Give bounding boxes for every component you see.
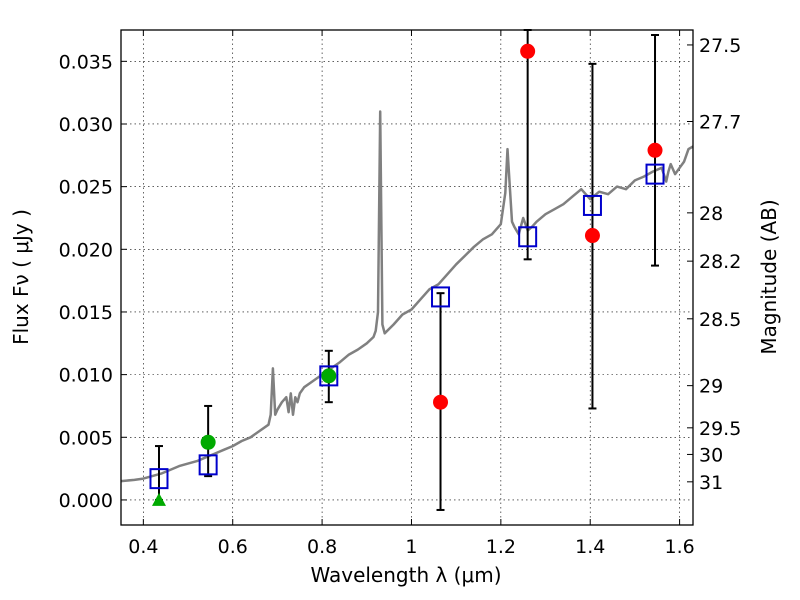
- right-tick-label: 29: [699, 376, 723, 398]
- x-tick-label: 1.4: [575, 536, 605, 558]
- x-tick-label: 0.8: [307, 536, 337, 558]
- spectrum-line: [120, 110, 694, 483]
- y-tick-label: 0.020: [59, 239, 113, 261]
- right-tick-label: 27.5: [699, 35, 741, 57]
- y-tick-label: 0.030: [59, 114, 113, 136]
- right-tick-label: 31: [699, 472, 723, 494]
- x-axis-label: Wavelength λ (μm): [310, 563, 501, 587]
- spectrum-layer: [120, 110, 694, 483]
- y-tick-label: 0.025: [59, 177, 113, 199]
- red-marker: [647, 142, 663, 158]
- detection-marker: [321, 368, 337, 384]
- grid-lines: [121, 30, 693, 525]
- red-marker: [520, 43, 536, 59]
- y-tick-label: 0.005: [59, 427, 113, 449]
- right-tick-label: 30: [699, 444, 723, 466]
- right-tick-label: 28: [699, 203, 723, 225]
- red-marker: [433, 394, 449, 410]
- detection-marker: [200, 434, 216, 450]
- right-tick-label: 28.5: [699, 309, 741, 331]
- plot-frame: [120, 29, 694, 526]
- model-square-marker: [431, 286, 451, 308]
- x-tick-label: 0.4: [128, 536, 158, 558]
- right-tick-label: 28.2: [699, 251, 741, 273]
- y-tick-label: 0.000: [59, 490, 113, 512]
- x-axis-ticks: 0.4 0.6 0.8 1 1.2 1.4 1.6: [128, 30, 695, 558]
- y-axis-label: Flux Fν ( μJy ): [9, 209, 33, 345]
- marker-layer: [149, 43, 665, 506]
- model-square-marker: [198, 454, 218, 476]
- y-axis-ticks: 0.000 0.005 0.010 0.015 0.020 0.025 0.030 0.035: [59, 51, 127, 512]
- red-marker: [584, 228, 600, 244]
- x-tick-label: 1: [405, 536, 417, 558]
- y-tick-label: 0.010: [59, 365, 113, 387]
- y-tick-label: 0.035: [59, 51, 113, 73]
- right-axis-label: Magnitude (AB): [757, 199, 781, 354]
- model-square-marker: [319, 365, 339, 387]
- upper-limit-marker: [151, 492, 166, 506]
- right-axis-ticks: 27.5 27.7 28 28.2 28.5 29 29.5 30 31: [687, 35, 741, 494]
- error-bar-layer: [154, 29, 660, 511]
- right-tick-label: 27.7: [699, 111, 741, 133]
- x-tick-label: 1.6: [664, 536, 694, 558]
- x-tick-label: 1.2: [486, 536, 516, 558]
- model-square-marker: [582, 194, 602, 216]
- right-tick-label: 29.5: [699, 418, 741, 440]
- x-tick-label: 0.6: [218, 536, 248, 558]
- model-square-marker: [518, 226, 538, 248]
- y-tick-label: 0.015: [59, 302, 113, 324]
- model-square-marker: [645, 163, 665, 185]
- model-square-marker: [149, 468, 169, 490]
